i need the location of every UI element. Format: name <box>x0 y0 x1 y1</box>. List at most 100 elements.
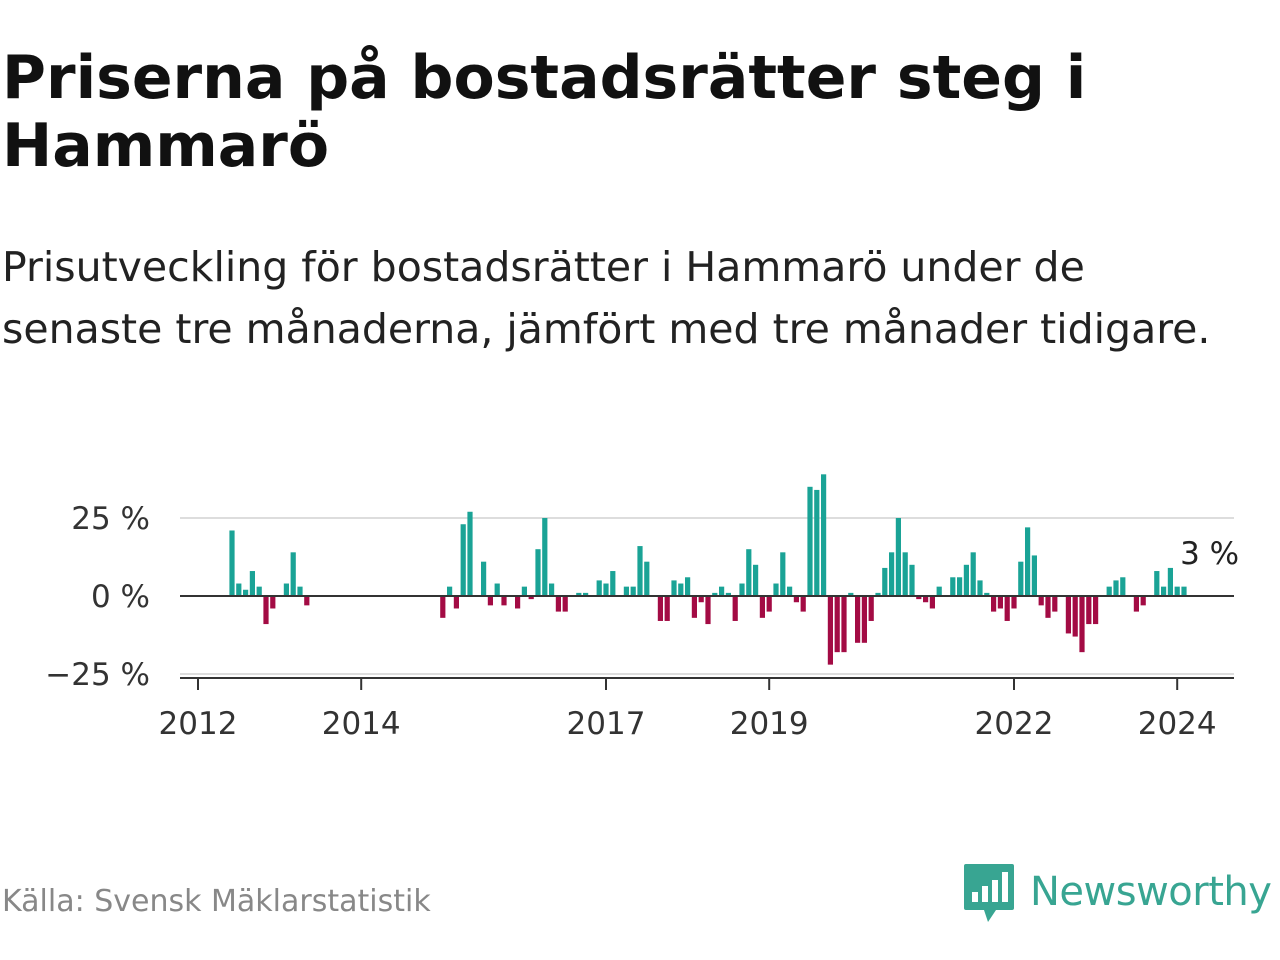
x-tick-label: 2022 <box>975 706 1054 742</box>
bar <box>1004 596 1010 621</box>
bar <box>1113 580 1119 596</box>
bar <box>1079 596 1085 653</box>
x-tick-label: 2014 <box>322 706 401 742</box>
bar <box>487 596 493 606</box>
y-tick-label: 25 % <box>71 501 150 537</box>
bar <box>793 596 799 603</box>
bar <box>263 596 269 625</box>
bar <box>610 571 616 596</box>
bar <box>807 486 813 596</box>
bar <box>297 586 303 596</box>
bar <box>603 583 609 596</box>
bar <box>1154 571 1160 596</box>
bar <box>576 592 582 596</box>
bar <box>440 596 446 618</box>
newsworthy-logo-icon <box>964 864 1014 922</box>
bar <box>528 596 534 600</box>
bar <box>290 552 296 596</box>
bar <box>732 596 738 621</box>
bar <box>644 561 650 596</box>
bar <box>1011 596 1017 609</box>
bar <box>270 596 276 609</box>
bar <box>766 596 772 612</box>
bar <box>685 577 691 596</box>
bar <box>698 596 704 603</box>
bar <box>984 592 990 596</box>
bar <box>671 580 677 596</box>
bar <box>963 564 969 596</box>
bar <box>630 586 636 596</box>
brand-name: Newsworthy <box>1030 869 1272 915</box>
bar <box>773 583 779 596</box>
y-tick-label: −25 % <box>45 657 150 693</box>
bar <box>453 596 459 609</box>
bar <box>970 552 976 596</box>
bar <box>800 596 806 612</box>
bar <box>1052 596 1058 612</box>
bar <box>596 580 602 596</box>
bar <box>1133 596 1139 612</box>
bar <box>834 596 840 653</box>
bar <box>977 580 983 596</box>
bar <box>875 592 881 596</box>
bar <box>1120 577 1126 596</box>
bar <box>521 586 527 596</box>
bar <box>1174 586 1180 596</box>
bar <box>1072 596 1078 637</box>
bar <box>249 571 255 596</box>
bar <box>515 596 521 609</box>
chart-subtitle: Prisutveckling för bostadsrätter i Hamma… <box>2 243 1211 353</box>
bar <box>787 586 793 596</box>
bar <box>555 596 561 612</box>
bar <box>664 596 670 621</box>
bar <box>535 549 541 596</box>
bar <box>712 592 718 596</box>
bar <box>814 489 820 596</box>
bar <box>494 583 500 596</box>
bar <box>780 552 786 596</box>
bar <box>1093 596 1099 625</box>
bar <box>882 567 888 596</box>
chart-title: Priserna på bostadsrätter steg i Hammarö <box>2 43 1087 181</box>
bar <box>821 474 827 596</box>
annotation-label: 3 % <box>1180 536 1239 572</box>
bar <box>739 583 745 596</box>
y-tick-label: 0 % <box>91 579 150 615</box>
bar <box>725 592 731 596</box>
bar <box>1045 596 1051 618</box>
bar <box>997 596 1003 609</box>
bar <box>861 596 867 643</box>
bar <box>902 552 908 596</box>
bar <box>827 596 833 665</box>
bar <box>929 596 935 609</box>
bar <box>753 564 759 596</box>
bar <box>283 583 289 596</box>
source-note: Källa: Svensk Mäklarstatistik <box>2 884 431 919</box>
bar <box>562 596 568 612</box>
bar <box>841 596 847 653</box>
bar <box>923 596 929 603</box>
bar <box>304 596 310 606</box>
bar <box>746 549 752 596</box>
bar <box>447 586 453 596</box>
bar <box>895 518 901 596</box>
bar <box>460 524 466 596</box>
bar <box>868 596 874 621</box>
x-tick-label: 2019 <box>730 706 809 742</box>
bar <box>889 552 895 596</box>
bar <box>256 586 262 596</box>
bar <box>848 592 854 596</box>
bar <box>1031 555 1037 596</box>
bar <box>467 511 473 596</box>
bar <box>1106 586 1112 596</box>
bar <box>909 564 915 596</box>
bar <box>1167 567 1173 596</box>
bar <box>678 583 684 596</box>
bar <box>1018 561 1024 596</box>
bar <box>549 583 555 596</box>
bar <box>229 530 235 596</box>
brand-logo[interactable]: Newsworthy <box>962 862 1272 922</box>
bar <box>1065 596 1071 634</box>
bar <box>759 596 765 618</box>
bar <box>1140 596 1146 606</box>
